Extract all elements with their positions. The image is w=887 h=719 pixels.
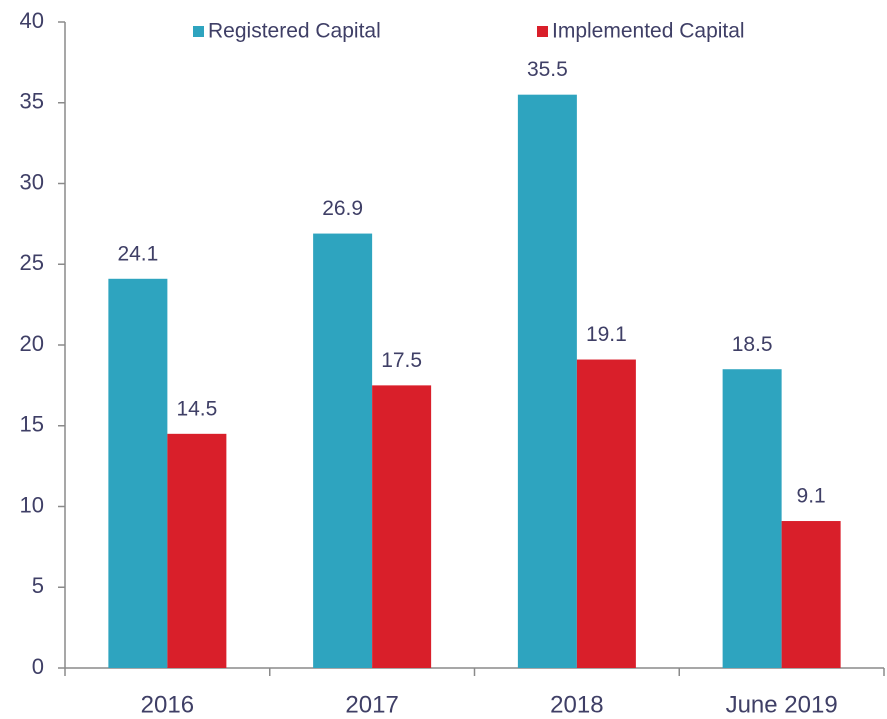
bar: [576, 359, 636, 668]
bar: [722, 369, 782, 668]
x-tick-label: 2018: [550, 691, 603, 718]
y-tick-label: 20: [20, 331, 44, 356]
bar: [313, 233, 373, 668]
y-tick-label: 35: [20, 89, 44, 114]
y-tick-label: 15: [20, 412, 44, 437]
bar: [517, 94, 577, 669]
value-label: 9.1: [797, 485, 826, 508]
x-tick-label: 2017: [345, 691, 398, 718]
y-tick-label: 40: [20, 8, 44, 33]
value-label: 24.1: [117, 242, 158, 265]
x-tick-label: June 2019: [726, 691, 838, 718]
x-tick-label: 2016: [141, 691, 194, 718]
y-tick-label: 25: [20, 250, 44, 275]
value-label: 18.5: [732, 333, 773, 356]
legend-label: Registered Capital: [208, 20, 381, 43]
legend-label: Implemented Capital: [552, 20, 745, 43]
value-label: 35.5: [527, 58, 568, 81]
bar: [372, 385, 432, 668]
y-tick-label: 5: [32, 573, 44, 598]
value-label: 19.1: [586, 323, 627, 346]
y-tick-label: 0: [32, 654, 44, 679]
value-label: 17.5: [381, 349, 422, 372]
y-tick-label: 30: [20, 169, 44, 194]
value-label: 26.9: [322, 197, 363, 220]
legend-swatch: [193, 26, 204, 37]
value-label: 14.5: [176, 397, 217, 420]
bar: [108, 278, 168, 668]
legend-swatch: [537, 26, 548, 37]
bar: [167, 433, 227, 668]
bar: [781, 521, 841, 668]
y-tick-label: 10: [20, 492, 44, 517]
